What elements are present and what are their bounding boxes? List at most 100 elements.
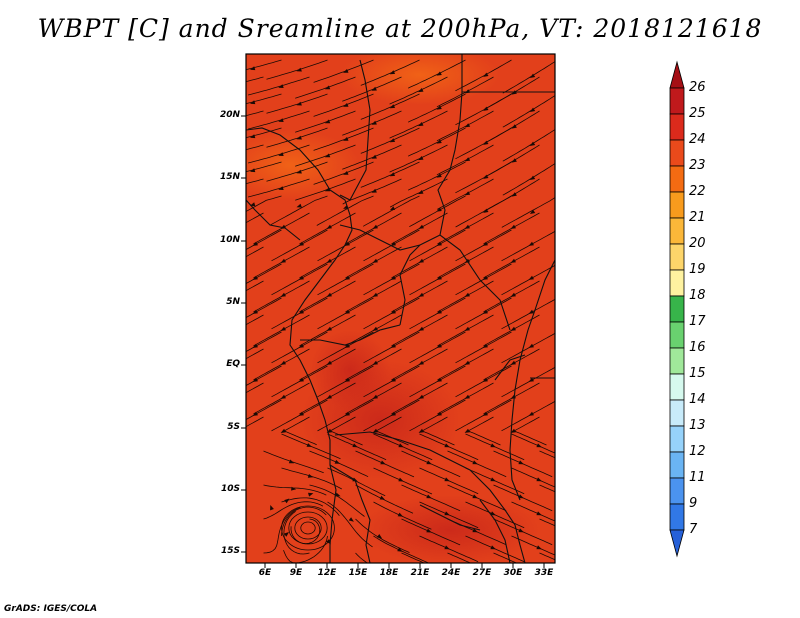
streamline [246, 416, 264, 428]
colorbar-segment [669, 87, 685, 115]
streamline-arrow [518, 460, 524, 465]
streamline [342, 178, 402, 205]
streamlines [232, 59, 569, 563]
lat-label-5s: 5S [227, 422, 240, 432]
streamline [407, 161, 466, 191]
streamline-arrow [528, 309, 534, 314]
streamline-arrow [418, 224, 424, 229]
colorbar-segment [669, 113, 685, 141]
lon-label-18e: 18E [379, 568, 399, 578]
streamline-arrow [324, 119, 331, 124]
streamline [281, 497, 340, 516]
streamline-arrow [371, 120, 377, 125]
streamline-arrow [288, 459, 295, 464]
coastlines-borders [246, 54, 555, 563]
streamline-arrow [536, 477, 542, 482]
streamline-arrow [235, 259, 240, 263]
colorbar-label-9: 9 [689, 496, 698, 511]
streamline-arrow [250, 66, 256, 71]
streamline-arrow [418, 394, 424, 399]
streamline-arrow [528, 411, 534, 416]
streamline [270, 195, 328, 226]
lon-label-30e: 30E [503, 568, 523, 578]
colorbar-segment [669, 165, 685, 193]
streamline-arrow [389, 70, 396, 75]
streamline-arrow [326, 394, 332, 399]
streamline [266, 93, 328, 114]
streamline-arrow [372, 258, 378, 263]
colorbar-label-26: 26 [689, 80, 706, 95]
streamline-arrow [326, 224, 332, 229]
streamline-arrow [298, 275, 304, 280]
streamline-arrow [232, 185, 237, 189]
streamline-arrow [529, 209, 536, 214]
streamline-arrow [389, 138, 396, 143]
streamline-arrow [528, 343, 534, 348]
lon-label-21e: 21E [410, 568, 430, 578]
streamline-arrow [250, 134, 256, 139]
streamline-arrow [252, 377, 258, 382]
streamline-arrow [464, 191, 471, 196]
streamline [436, 144, 494, 176]
streamline-arrow [278, 118, 284, 122]
streamline-arrow [278, 186, 284, 190]
streamline [455, 161, 512, 194]
colorbar-segment [669, 191, 685, 219]
streamline-arrow [390, 411, 396, 416]
streamline-arrow [379, 495, 385, 500]
streamline [313, 59, 374, 83]
colorbar-label-25: 25 [689, 106, 706, 121]
streamline-arrow [464, 326, 470, 331]
streamline-arrow [298, 343, 304, 348]
streamline-arrow [390, 377, 396, 382]
streamline-arrow [389, 206, 396, 211]
streamline [246, 161, 282, 173]
streamline [389, 144, 448, 173]
streamline-arrow [528, 275, 534, 280]
lon-label-27e: 27E [472, 568, 492, 578]
streamline [266, 59, 328, 80]
cyclone-swirl [294, 516, 322, 540]
streamline-arrow [490, 511, 496, 516]
colorbar-label-17: 17 [689, 314, 706, 329]
streamline [246, 110, 264, 117]
streamline [246, 399, 282, 421]
streamline-arrow [298, 377, 304, 382]
streamline-arrow [444, 545, 450, 550]
lat-label-20n: 20N [219, 110, 240, 120]
streamline-arrow [510, 224, 516, 229]
streamline [389, 178, 448, 208]
streamline [316, 195, 374, 226]
streamline-arrow [344, 343, 350, 348]
streamline [283, 510, 310, 555]
streamline-arrow [564, 494, 569, 498]
streamline-arrow [343, 103, 349, 107]
streamline-arrow [436, 343, 442, 348]
streamline [389, 76, 448, 105]
cool-anomaly-congo [310, 330, 390, 410]
streamline-arrow [372, 428, 378, 433]
streamline-arrow [389, 172, 396, 177]
colorbar-label-16: 16 [689, 340, 706, 355]
streamline [407, 127, 466, 157]
colorbar-segment [669, 425, 685, 453]
colorbar [669, 60, 685, 558]
colorbar-label-11: 11 [689, 470, 706, 485]
streamline [266, 161, 328, 182]
colorbar-label-22: 22 [689, 184, 706, 199]
colorbar-segment [669, 243, 685, 271]
streamline-arrow [510, 258, 516, 263]
streamline-arrow [490, 545, 496, 550]
streamline-arrow [436, 309, 442, 314]
streamline-arrow [232, 83, 237, 87]
colorbar-segment [669, 373, 685, 401]
colorbar-label-21: 21 [689, 210, 706, 225]
streamline [246, 229, 282, 250]
streamline-arrow [371, 154, 377, 159]
colorbar-label-13: 13 [689, 418, 706, 433]
colorbar-label-15: 15 [689, 366, 706, 381]
lat-label-eq: EQ [226, 359, 240, 369]
streamline [455, 59, 512, 92]
streamline-arrow [528, 377, 534, 382]
